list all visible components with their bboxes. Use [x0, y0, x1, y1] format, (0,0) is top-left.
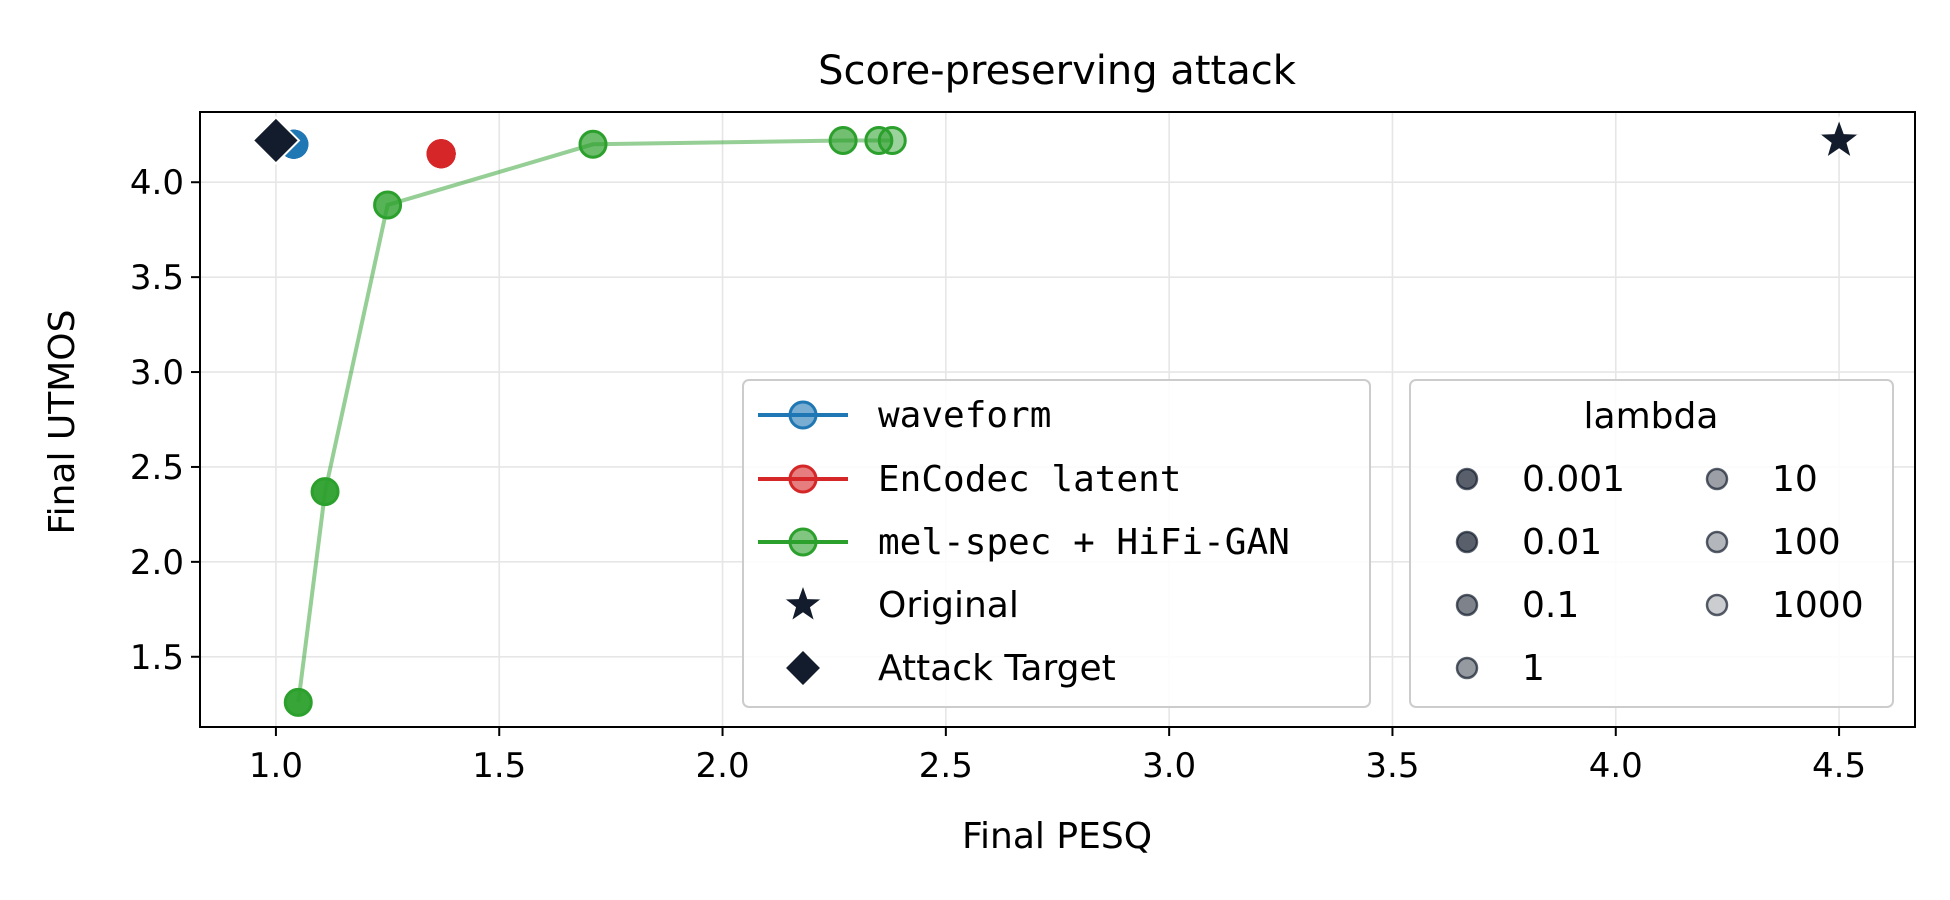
legend-label-original: Original [878, 585, 1019, 626]
legend-lambda-label: 0.001 [1522, 459, 1625, 500]
plot-frame [199, 111, 1916, 728]
legend-marker-mel-spec-hifi-gan [788, 527, 818, 557]
x-tick-label: 1.0 [249, 746, 303, 786]
data-point-mel-spec-hifi-gan [828, 125, 858, 155]
legend-lambda-marker [1705, 467, 1729, 491]
x-tick-label: 4.0 [1589, 746, 1643, 786]
y-axis-label: Final UTMOS [42, 310, 83, 535]
x-tick-label: 1.5 [472, 746, 526, 786]
data-point-mel-spec-hifi-gan [310, 477, 340, 507]
legend-marker-attack-target [783, 648, 823, 688]
y-tick-label: 4.0 [130, 163, 184, 203]
x-tick-label: 2.0 [696, 746, 750, 786]
legend-lambda-marker [1455, 593, 1479, 617]
legend-lambda-marker [1455, 656, 1479, 680]
data-point-mel-spec-hifi-gan [373, 190, 403, 220]
legend-lambda-marker [1705, 593, 1729, 617]
legend-label-encodec-latent: EnCodec latent [878, 459, 1181, 500]
legend-marker-original [780, 581, 826, 625]
legend-methods-box [742, 379, 1371, 708]
x-tick-label: 3.0 [1142, 746, 1196, 786]
legend-label-attack-target: Attack Target [878, 648, 1116, 689]
legend-lambda-marker [1455, 467, 1479, 491]
y-tick-label: 3.0 [130, 353, 184, 393]
legend-lambda-label: 10 [1772, 459, 1818, 500]
reference-markers [251, 115, 1863, 165]
legend-lambda-label: 1 [1522, 648, 1545, 689]
x-tick-label: 4.5 [1812, 746, 1866, 786]
legend-marker-encodec-latent [788, 464, 818, 494]
x-tick-label: 2.5 [919, 746, 973, 786]
legend-label-mel-spec-hifi-gan: mel-spec + HiFi-GAN [878, 522, 1290, 563]
x-axis-label: Final PESQ [962, 816, 1152, 857]
legend-lambda-label: 0.1 [1522, 585, 1579, 626]
y-tick-label: 3.5 [130, 258, 184, 298]
legend-lambda: lambda 0.001 0.01 0.1 1 10 100 1000 [1409, 379, 1894, 708]
y-tick-label: 2.0 [130, 543, 184, 583]
legend-lambda-label: 0.01 [1522, 522, 1602, 563]
legend-lambda-title: lambda [1584, 396, 1719, 437]
legend-lambda-marker [1455, 530, 1479, 554]
legend-marker-waveform [788, 400, 818, 430]
axis-ticks: 1.0 1.5 2.0 2.5 3.0 3.5 4.0 4.5 1.5 2.0 2.5 3.0 3.5 4… [130, 163, 1866, 786]
legend-label-waveform: waveform [878, 395, 1051, 436]
legend-lambda-marker [1705, 530, 1729, 554]
legend-lambda-label: 100 [1772, 522, 1841, 563]
chart-title: Score-preserving attack [818, 48, 1297, 94]
data-point-mel-spec-hifi-gan [283, 687, 313, 717]
original-marker [1815, 115, 1863, 161]
attack-target-marker [251, 116, 301, 165]
y-tick-label: 1.5 [130, 638, 184, 678]
data-point-mel-spec-hifi-gan [877, 125, 907, 155]
x-tick-label: 3.5 [1365, 746, 1419, 786]
legend-methods: waveform EnCodec latent mel-spec + HiFi-GA… [742, 379, 1371, 708]
legend-lambda-box [1409, 379, 1894, 708]
data-point-encodec-latent [426, 139, 456, 169]
data-point-mel-spec-hifi-gan [578, 129, 608, 159]
legend-lambda-label: 1000 [1772, 585, 1864, 626]
y-tick-label: 2.5 [130, 448, 184, 488]
